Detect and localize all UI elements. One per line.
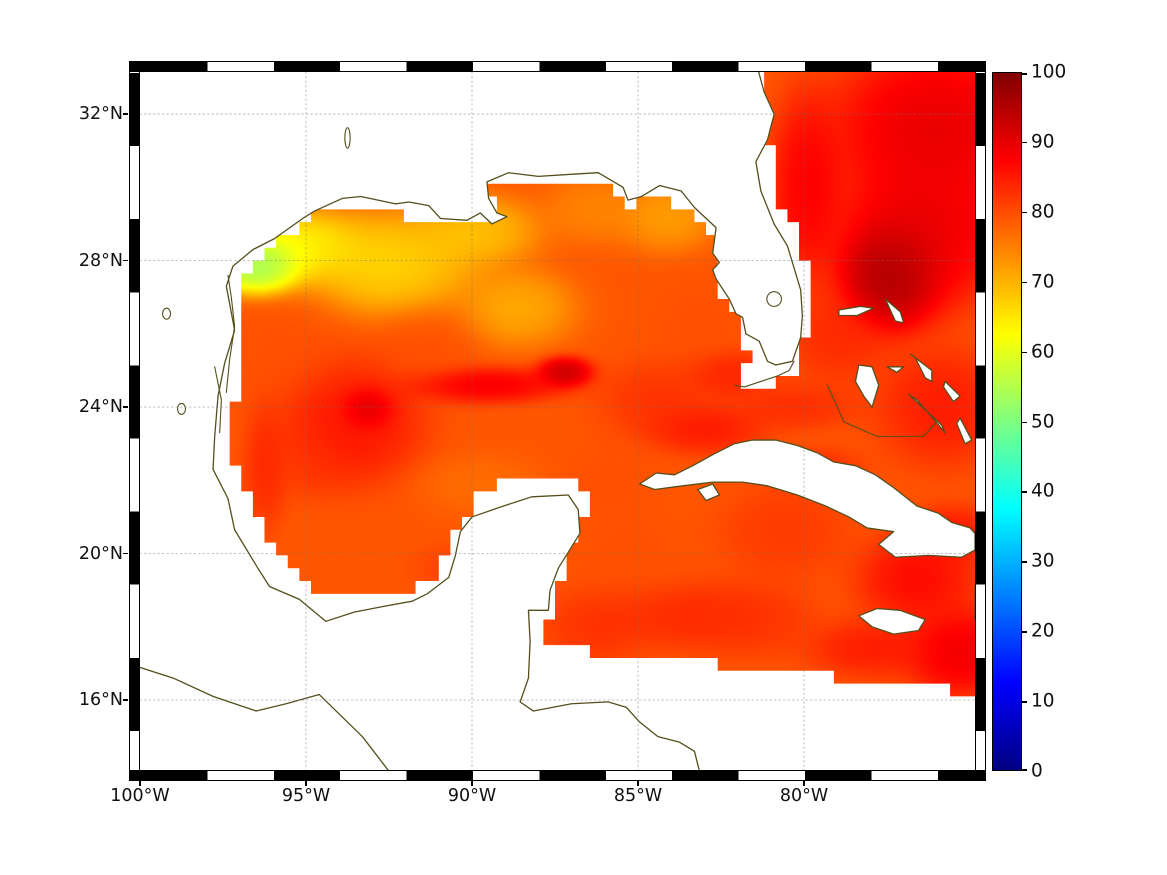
y-tick-mark: [123, 406, 128, 408]
frame-corner-bottom-left: [129, 770, 140, 781]
axes-frame-top: [129, 61, 986, 72]
x-tick-label: 90°W: [447, 786, 497, 806]
x-tick-mark: [637, 781, 639, 786]
colorbar-tick-mark: [1022, 351, 1027, 354]
x-tick-label: 100°W: [110, 786, 170, 806]
frame-corner-bottom-right: [975, 770, 986, 781]
colorbar-tick-mark: [1022, 769, 1027, 771]
y-tick-mark: [123, 113, 128, 115]
x-tick-mark: [305, 781, 307, 786]
colorbar-tick-mark: [1022, 211, 1027, 214]
colorbar-tick-mark: [1022, 631, 1027, 633]
x-tick-mark: [803, 781, 805, 786]
colorbar-tick-label: 0: [1031, 760, 1043, 782]
colorbar-tick-label: 10: [1031, 690, 1055, 712]
colorbar-tick-mark: [1022, 281, 1027, 284]
colorbar-tick-mark: [1022, 561, 1027, 563]
y-tick-label: 20°N: [78, 543, 123, 564]
colorbar-tick-mark: [1022, 73, 1027, 75]
colorbar-tick-mark: [1022, 491, 1027, 493]
y-tick-label: 16°N: [78, 690, 123, 711]
y-tick-mark: [123, 259, 128, 262]
axes-frame-left: [129, 61, 140, 781]
axes-frame-right: [975, 61, 986, 781]
colorbar-tick-label: 50: [1031, 411, 1055, 432]
map-plot-area: [140, 72, 975, 770]
colorbar-tick-mark: [1022, 141, 1027, 144]
y-tick-mark: [123, 552, 128, 555]
x-tick-label: 95°W: [281, 786, 331, 806]
y-tick-label: 28°N: [78, 250, 123, 271]
frame-corner-top-right: [975, 61, 986, 72]
colorbar-tick-label: 100: [1031, 61, 1067, 83]
colorbar-tick-label: 90: [1031, 131, 1055, 153]
axes-frame-bottom: [129, 770, 986, 781]
colorbar: [992, 72, 1022, 771]
colorbar-tick-label: 70: [1031, 271, 1055, 293]
colorbar-tick-label: 60: [1031, 341, 1055, 363]
x-tick-mark: [139, 781, 141, 786]
colorbar-tick-label: 20: [1031, 620, 1055, 642]
colorbar-tick-mark: [1022, 421, 1027, 423]
x-tick-label: 85°W: [613, 786, 663, 806]
y-tick-label: 24°N: [78, 397, 123, 418]
y-tick-mark: [123, 699, 128, 701]
x-tick-label: 80°W: [779, 786, 829, 806]
frame-corner-top-left: [129, 61, 140, 72]
colorbar-tick-label: 40: [1031, 480, 1055, 502]
y-tick-label: 32°N: [78, 104, 123, 125]
x-tick-mark: [471, 781, 473, 786]
colorbar-tick-mark: [1022, 701, 1027, 703]
colorbar-tick-label: 30: [1031, 550, 1055, 572]
colorbar-tick-label: 80: [1031, 201, 1055, 223]
